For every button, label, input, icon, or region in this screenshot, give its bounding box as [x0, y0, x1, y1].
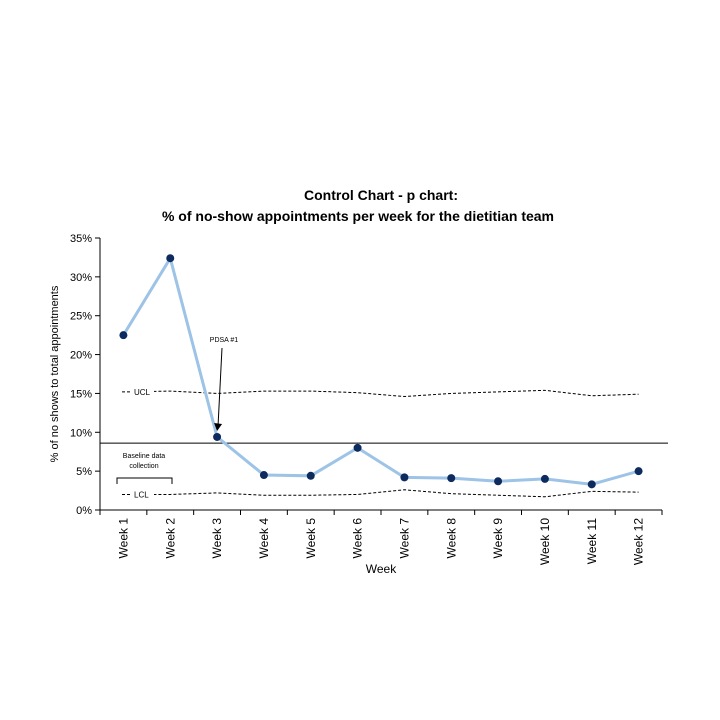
- data-point: [494, 477, 503, 486]
- limit-label-bg: [118, 488, 154, 501]
- y-tick-label: 5%: [76, 466, 92, 478]
- annotation: Baseline data collection: [122, 453, 166, 470]
- x-tick-label: Week 5: [304, 518, 318, 559]
- baseline-bracket: [116, 477, 173, 484]
- data-point: [259, 471, 268, 480]
- x-tick-label: Week 9: [491, 518, 505, 559]
- y-tick-label: 35%: [70, 233, 92, 245]
- y-axis-label: % of no shows to total appointments: [49, 285, 61, 462]
- x-tick-label: Week 3: [210, 518, 224, 559]
- limit-label-bg: [118, 385, 154, 398]
- annotation-box: Baseline data collection: [122, 453, 166, 470]
- x-axis-label: Week: [366, 562, 397, 576]
- x-tick-label: Week 4: [257, 518, 271, 559]
- data-point: [119, 331, 128, 340]
- x-tick-label: Week 2: [163, 518, 177, 559]
- data-point: [306, 471, 315, 480]
- data-point: [447, 474, 456, 483]
- limit-label: UCL: [134, 388, 151, 397]
- x-tick-label: Week 6: [351, 518, 365, 559]
- data-point: [353, 443, 362, 452]
- x-tick-label: Week 12: [632, 518, 646, 565]
- limit-line: [123, 489, 639, 498]
- chart-subtitle: % of no-show appointments per week for t…: [162, 208, 554, 224]
- data-point: [166, 254, 175, 263]
- data-point: [634, 467, 643, 476]
- limit-label: LCL: [134, 490, 149, 499]
- x-tick-label: Week 1: [116, 518, 130, 559]
- x-tick-label: Week 10: [538, 518, 552, 565]
- y-tick-label: 0%: [76, 505, 92, 517]
- x-tick-label: Week 8: [444, 518, 458, 559]
- data-point: [400, 473, 409, 482]
- y-tick-label: 10%: [70, 427, 92, 439]
- annotation: PDSA #1: [210, 337, 239, 344]
- chart-title: Control Chart - p chart:: [304, 187, 458, 203]
- data-point: [213, 432, 222, 441]
- x-tick-label: Week 7: [397, 518, 411, 559]
- y-tick-label: 20%: [70, 350, 92, 362]
- y-tick-label: 25%: [70, 311, 92, 323]
- data-point: [540, 474, 549, 483]
- data-line: [122, 254, 639, 486]
- annotation-arrowhead: [214, 422, 223, 431]
- y-tick-label: 15%: [70, 388, 92, 400]
- limit-line: [123, 389, 639, 398]
- annotation-arrow: [217, 347, 223, 425]
- data-point: [587, 480, 596, 489]
- x-tick-label: Week 11: [585, 518, 599, 565]
- y-tick-label: 30%: [70, 272, 92, 284]
